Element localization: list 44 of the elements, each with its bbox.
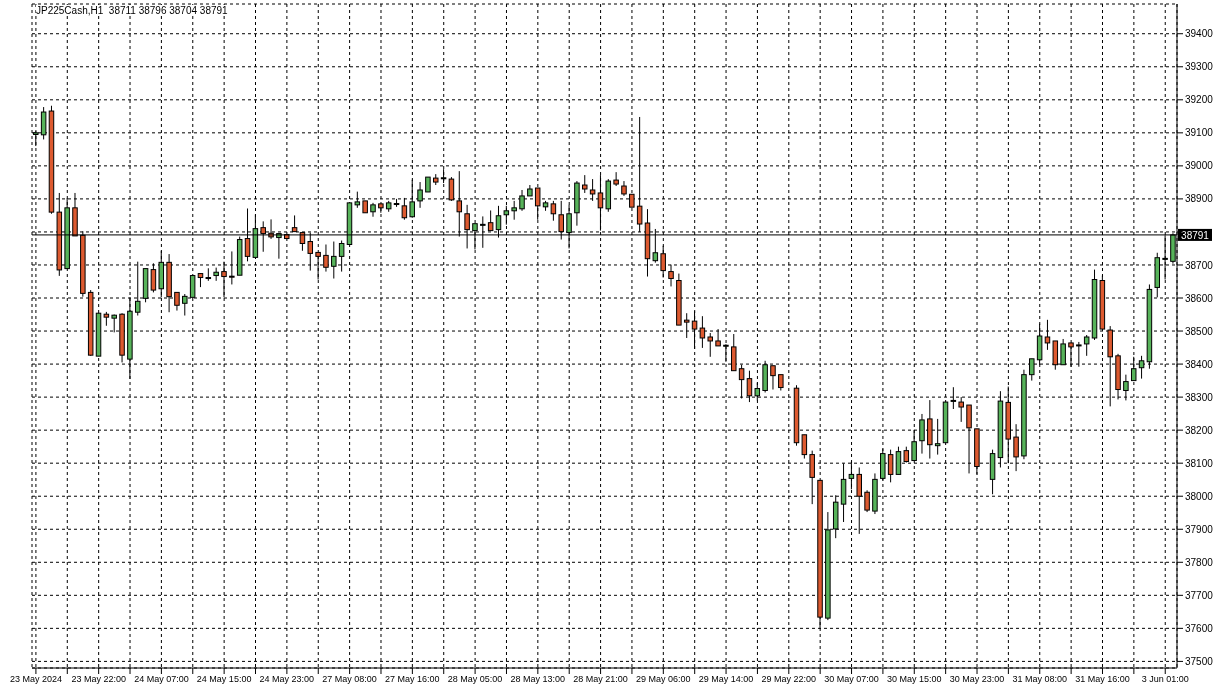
y-tick-label: 38700 [1185, 259, 1213, 271]
y-tick-label: 39000 [1185, 160, 1213, 172]
y-tick-label: 38400 [1185, 358, 1213, 370]
x-tick-label: 24 May 07:00 [134, 674, 189, 684]
y-tick-label: 37800 [1185, 556, 1213, 568]
y-tick-label: 37600 [1185, 622, 1213, 634]
x-tick-label: 23 May 2024 [9, 674, 62, 684]
candlestick [1083, 334, 1090, 357]
x-tick-label: 30 May 07:00 [824, 674, 879, 684]
x-tick-label: 3 Jun 01:00 [1141, 674, 1189, 684]
candlestick [801, 434, 808, 460]
y-tick-label: 38100 [1185, 457, 1213, 469]
ref-line-label: 38791 [1181, 229, 1210, 241]
x-tick-label: 30 May 23:00 [949, 674, 1005, 684]
x-tick-label: 24 May 23:00 [259, 674, 315, 684]
x-tick-label: 28 May 13:00 [510, 674, 566, 684]
x-tick-label: 24 May 15:00 [196, 674, 252, 684]
y-tick-label: 39100 [1185, 127, 1213, 139]
y-tick-label: 38500 [1185, 325, 1213, 337]
x-tick-label: 28 May 21:00 [573, 674, 628, 684]
y-tick-label: 39400 [1185, 28, 1213, 40]
y-tick-label: 37500 [1185, 655, 1213, 667]
y-tick-label: 39200 [1185, 94, 1213, 106]
y-tick-label: 38600 [1185, 292, 1213, 304]
chart-title: JP225Cash,H1 38711 38796 38704 38791 [36, 5, 228, 16]
y-tick-label: 37900 [1185, 523, 1213, 535]
y-tick-label: 38000 [1185, 490, 1213, 502]
x-tick-label: 28 May 05:00 [447, 674, 503, 684]
x-tick-label: 29 May 06:00 [636, 674, 691, 684]
x-tick-label: 27 May 08:00 [322, 674, 377, 684]
x-tick-label: 29 May 14:00 [698, 674, 754, 684]
y-tick-label: 39300 [1185, 61, 1213, 73]
y-tick-label: 38200 [1185, 424, 1213, 436]
y-tick-label: 38300 [1185, 391, 1213, 403]
candlestick [550, 200, 557, 222]
x-tick-label: 30 May 15:00 [887, 674, 942, 684]
candlestick [613, 171, 619, 187]
x-tick-label: 27 May 16:00 [385, 674, 440, 684]
x-tick-label: 29 May 22:00 [761, 674, 817, 684]
y-tick-label: 37700 [1185, 589, 1213, 601]
x-tick-label: 31 May 08:00 [1012, 674, 1068, 684]
x-tick-label: 31 May 16:00 [1075, 674, 1130, 684]
x-tick-label: 23 May 22:00 [71, 674, 126, 684]
y-tick-label: 38900 [1185, 193, 1213, 205]
